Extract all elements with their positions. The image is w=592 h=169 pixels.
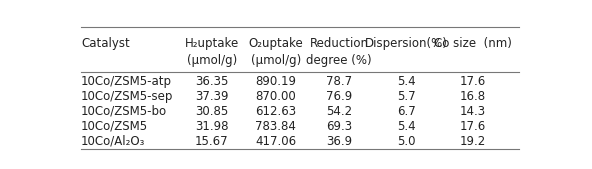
Text: 5.4: 5.4 (397, 75, 416, 88)
Text: 10Co/ZSM5-atp: 10Co/ZSM5-atp (81, 75, 172, 88)
Text: (μmol/g): (μmol/g) (186, 54, 237, 67)
Text: 417.06: 417.06 (255, 135, 297, 148)
Text: 17.6: 17.6 (460, 120, 486, 133)
Text: Co size  (nm): Co size (nm) (434, 37, 512, 50)
Text: O₂uptake: O₂uptake (249, 37, 303, 50)
Text: 76.9: 76.9 (326, 90, 352, 103)
Text: 870.00: 870.00 (256, 90, 296, 103)
Text: 36.35: 36.35 (195, 75, 229, 88)
Text: 36.9: 36.9 (326, 135, 352, 148)
Text: 10Co/ZSM5: 10Co/ZSM5 (81, 120, 148, 133)
Text: 612.63: 612.63 (255, 105, 297, 118)
Text: 783.84: 783.84 (255, 120, 297, 133)
Text: (μmol/g): (μmol/g) (251, 54, 301, 67)
Text: 5.4: 5.4 (397, 120, 416, 133)
Text: 78.7: 78.7 (326, 75, 352, 88)
Text: 10Co/ZSM5-bo: 10Co/ZSM5-bo (81, 105, 167, 118)
Text: 5.7: 5.7 (397, 90, 416, 103)
Text: 19.2: 19.2 (460, 135, 486, 148)
Text: Catalyst: Catalyst (81, 37, 130, 50)
Text: 17.6: 17.6 (460, 75, 486, 88)
Text: 10Co/Al₂O₃: 10Co/Al₂O₃ (81, 135, 145, 148)
Text: 15.67: 15.67 (195, 135, 229, 148)
Text: 6.7: 6.7 (397, 105, 416, 118)
Text: 69.3: 69.3 (326, 120, 352, 133)
Text: 16.8: 16.8 (460, 90, 486, 103)
Text: degree (%): degree (%) (306, 54, 372, 67)
Text: 5.0: 5.0 (397, 135, 416, 148)
Text: 30.85: 30.85 (195, 105, 229, 118)
Text: 890.19: 890.19 (255, 75, 297, 88)
Text: H₂uptake: H₂uptake (185, 37, 239, 50)
Text: 54.2: 54.2 (326, 105, 352, 118)
Text: Dispersion(%): Dispersion(%) (365, 37, 448, 50)
Text: 14.3: 14.3 (460, 105, 486, 118)
Text: 10Co/ZSM5-sep: 10Co/ZSM5-sep (81, 90, 173, 103)
Text: 31.98: 31.98 (195, 120, 229, 133)
Text: 37.39: 37.39 (195, 90, 229, 103)
Text: Reduction: Reduction (310, 37, 368, 50)
